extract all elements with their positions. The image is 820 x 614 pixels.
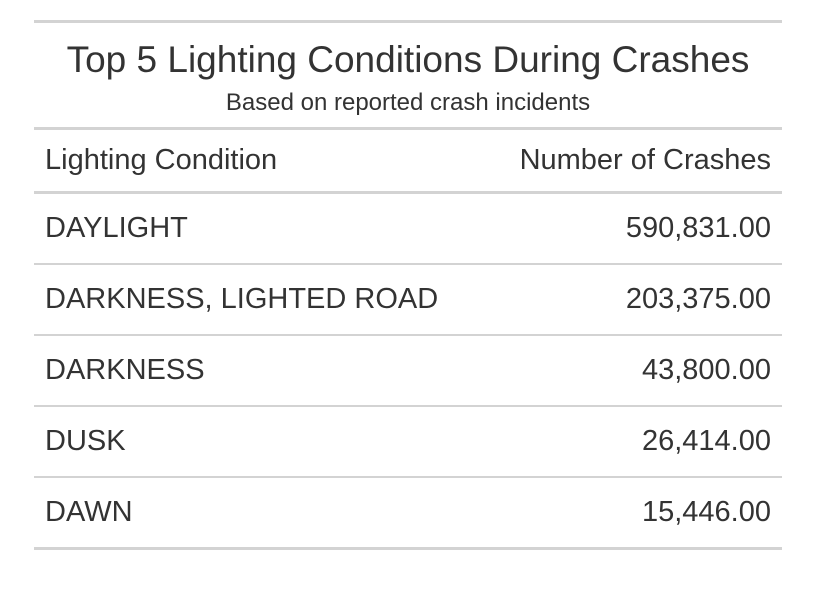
table-row: DAYLIGHT 590,831.00 bbox=[34, 192, 782, 265]
header-row: Lighting Condition Number of Crashes bbox=[34, 130, 782, 194]
table-subtitle: Based on reported crash incidents bbox=[225, 89, 591, 116]
cell-lighting-condition: DUSK bbox=[34, 406, 485, 478]
table-row: DUSK 26,414.00 bbox=[34, 406, 782, 478]
cell-number-of-crashes: 26,414.00 bbox=[484, 406, 782, 478]
data-table: Lighting Condition Number of Crashes DAY… bbox=[34, 130, 782, 550]
column-header-number-of-crashes: Number of Crashes bbox=[484, 130, 782, 194]
column-header-lighting-condition: Lighting Condition bbox=[34, 130, 485, 194]
cell-lighting-condition: DAYLIGHT bbox=[34, 192, 485, 265]
cell-lighting-condition: DARKNESS bbox=[34, 335, 485, 407]
table-title: Top 5 Lighting Conditions During Crashes bbox=[66, 39, 750, 80]
table-row: DARKNESS, LIGHTED ROAD 203,375.00 bbox=[34, 264, 782, 336]
cell-number-of-crashes: 203,375.00 bbox=[484, 264, 782, 336]
cell-number-of-crashes: 590,831.00 bbox=[484, 192, 782, 265]
table-row: DAWN 15,446.00 bbox=[34, 477, 782, 550]
table-row: DARKNESS 43,800.00 bbox=[34, 335, 782, 407]
cell-lighting-condition: DAWN bbox=[34, 477, 485, 550]
top-rule bbox=[34, 20, 782, 23]
crash-lighting-table: Top 5 Lighting Conditions During Crashes… bbox=[34, 20, 782, 550]
cell-lighting-condition: DARKNESS, LIGHTED ROAD bbox=[34, 264, 485, 336]
cell-number-of-crashes: 43,800.00 bbox=[484, 335, 782, 407]
header-rule bbox=[34, 127, 782, 130]
cell-number-of-crashes: 15,446.00 bbox=[484, 477, 782, 550]
